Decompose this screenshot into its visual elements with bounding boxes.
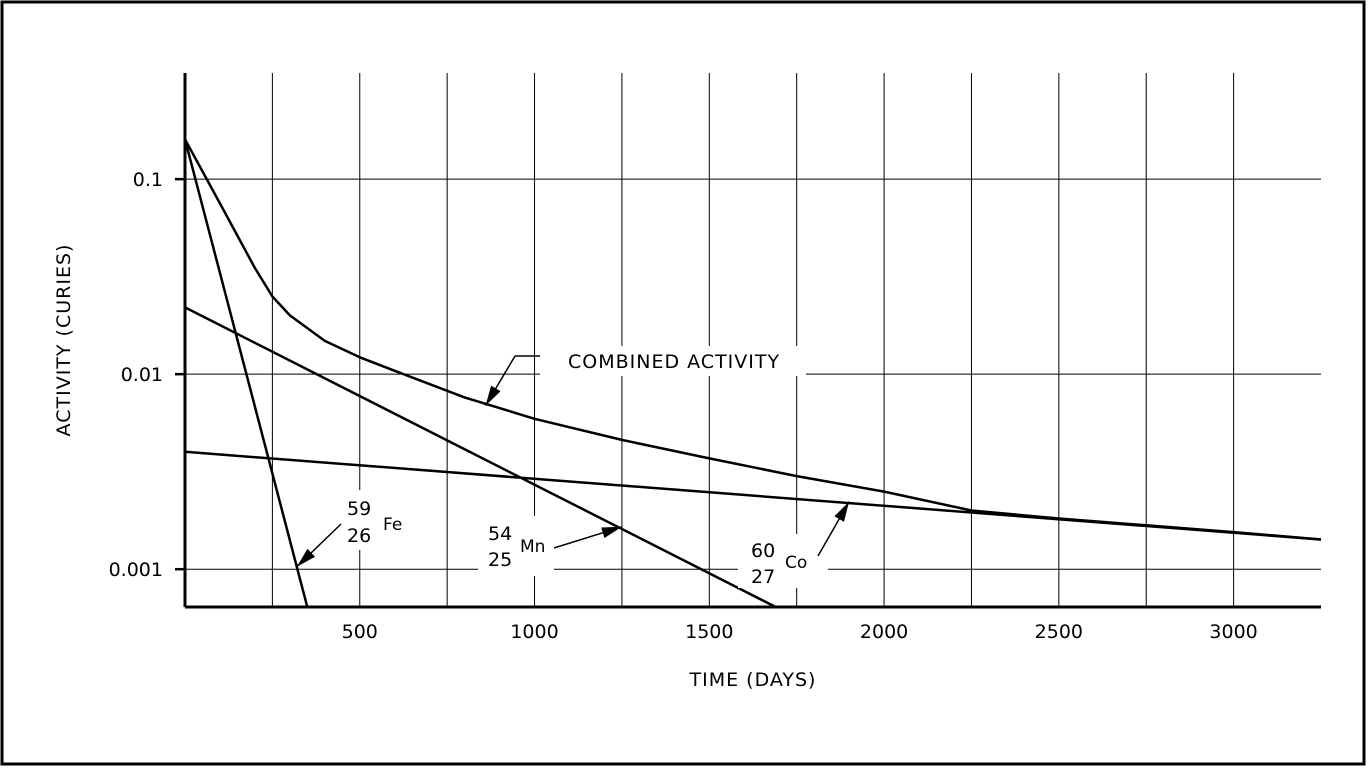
label-mask [738,534,828,588]
co-atomic-number: 27 [751,566,775,588]
x-tick-label: 500 [342,621,378,643]
y-tick-label: 0.1 [133,169,163,191]
x-tick-label: 3000 [1209,621,1257,643]
fe-atomic-number: 26 [347,525,371,547]
annotation-fe: 59 26 Fe [336,490,410,550]
y-tick-label: 0.01 [121,364,163,386]
axes [175,73,1321,609]
x-tick-label: 1000 [510,621,558,643]
annotation-arrows [296,355,850,568]
annotation-combined: COMBINED ACTIVITY [515,346,806,376]
co-mass-number: 60 [751,540,775,562]
y-tick-label: 0.001 [109,559,163,581]
fe-mass-number: 59 [347,498,371,520]
series-lines [183,138,1322,609]
label-mask [336,490,410,550]
mn-54-line [184,306,777,609]
x-axis-title: TIME (DAYS) [689,669,817,691]
fe-arrow-head [296,548,316,567]
annotation-mn: 54 25 Mn [478,516,554,576]
x-tick-label: 1500 [685,621,733,643]
annotation-co: 60 27 Co [738,534,828,588]
combined-activity-label: COMBINED ACTIVITY [568,351,780,373]
tick-labels: 0.1 0.01 0.001 500 1000 1500 2000 2500 3000 [109,169,1258,643]
combined-arrow-head [485,385,501,406]
mn-mass-number: 54 [488,523,512,545]
label-mask [540,346,806,376]
mn-arrow-head [601,526,622,538]
x-tick-label: 2000 [860,621,908,643]
y-axis-title: ACTIVITY (CURIES) [53,244,75,437]
label-mask [478,516,554,576]
fe-59-line [183,138,309,608]
mn-symbol: Mn [520,537,545,557]
co-arrow-head [834,501,850,522]
combined-activity-line [183,138,1322,541]
mn-atomic-number: 25 [488,549,512,571]
co-symbol: Co [785,553,807,573]
x-tick-label: 2500 [1035,621,1083,643]
fe-symbol: Fe [383,515,402,535]
